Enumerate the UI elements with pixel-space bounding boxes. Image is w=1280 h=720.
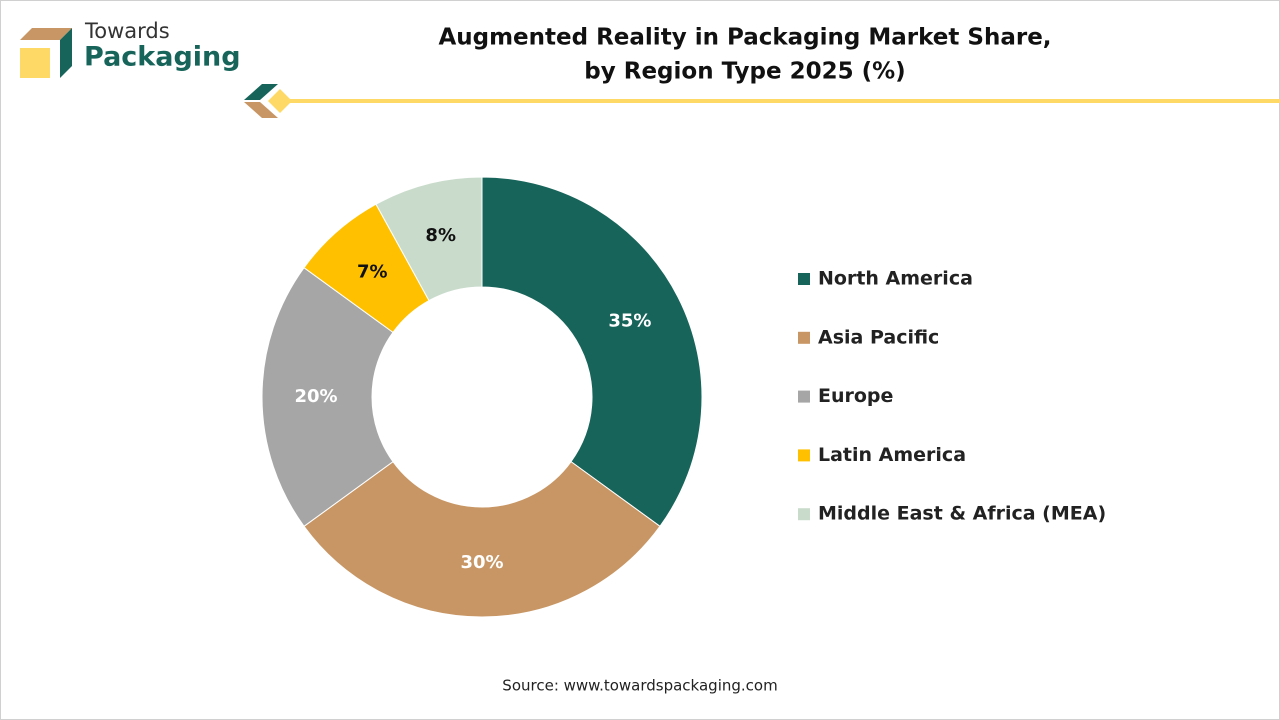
- chart-title: Augmented Reality in Packaging Market Sh…: [438, 25, 1051, 51]
- divider-shape: [244, 102, 278, 118]
- data-label: 35%: [608, 311, 651, 332]
- data-label: 30%: [460, 552, 503, 573]
- logo-shape: [60, 28, 72, 78]
- divider: [244, 84, 1280, 118]
- source: Source: www.towardspackaging.com: [502, 677, 777, 695]
- data-label: 20%: [294, 386, 337, 407]
- legend-label: North America: [818, 268, 973, 290]
- divider-line: [290, 99, 1280, 103]
- legend-swatch: [798, 273, 810, 285]
- legend-label: Middle East & Africa (MEA): [818, 503, 1106, 525]
- slice: [303, 460, 661, 618]
- slice: [481, 176, 703, 528]
- logo-shape: [20, 48, 50, 78]
- logo-text: Packaging: [84, 42, 241, 73]
- logo: Towards Packaging: [20, 19, 241, 78]
- legend-label: Latin America: [818, 444, 966, 466]
- slice: [375, 176, 483, 302]
- divider-shape: [244, 84, 278, 100]
- legend-swatch: [798, 331, 810, 344]
- legend-swatch: [798, 449, 810, 462]
- legend-label: Europe: [818, 385, 893, 407]
- data-label: 8%: [425, 225, 456, 246]
- divider-shape: [268, 89, 292, 113]
- legend-label: Asia Pacific: [818, 326, 939, 348]
- logo-shape: [20, 28, 72, 40]
- legend-swatch: [798, 390, 810, 403]
- data-label: 7%: [357, 261, 388, 282]
- slice: [261, 266, 394, 528]
- chart-title: by Region Type 2025 (%): [584, 59, 905, 85]
- logo-text: Towards: [84, 19, 170, 43]
- legend-swatch: [798, 508, 810, 521]
